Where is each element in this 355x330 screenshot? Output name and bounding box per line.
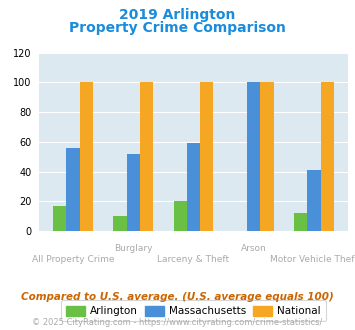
Bar	[200, 82, 213, 231]
Text: Motor Vehicle Theft: Motor Vehicle Theft	[270, 255, 355, 264]
Bar	[187, 143, 200, 231]
Bar	[174, 201, 187, 231]
Bar	[140, 82, 153, 231]
Text: All Property Crime: All Property Crime	[32, 255, 114, 264]
Text: Burglary: Burglary	[114, 244, 153, 253]
Bar	[294, 213, 307, 231]
Text: 2019 Arlington: 2019 Arlington	[119, 8, 236, 22]
Text: Arson: Arson	[241, 244, 267, 253]
Text: Larceny & Theft: Larceny & Theft	[157, 255, 230, 264]
Bar	[247, 82, 260, 231]
Bar	[260, 82, 274, 231]
Bar	[127, 154, 140, 231]
Text: Property Crime Comparison: Property Crime Comparison	[69, 21, 286, 35]
Legend: Arlington, Massachusetts, National: Arlington, Massachusetts, National	[61, 300, 326, 321]
Bar	[53, 206, 66, 231]
Text: © 2025 CityRating.com - https://www.cityrating.com/crime-statistics/: © 2025 CityRating.com - https://www.city…	[32, 318, 323, 327]
Bar	[80, 82, 93, 231]
Bar	[307, 170, 321, 231]
Text: Compared to U.S. average. (U.S. average equals 100): Compared to U.S. average. (U.S. average …	[21, 292, 334, 302]
Bar	[66, 148, 80, 231]
Bar	[321, 82, 334, 231]
Bar	[113, 216, 127, 231]
